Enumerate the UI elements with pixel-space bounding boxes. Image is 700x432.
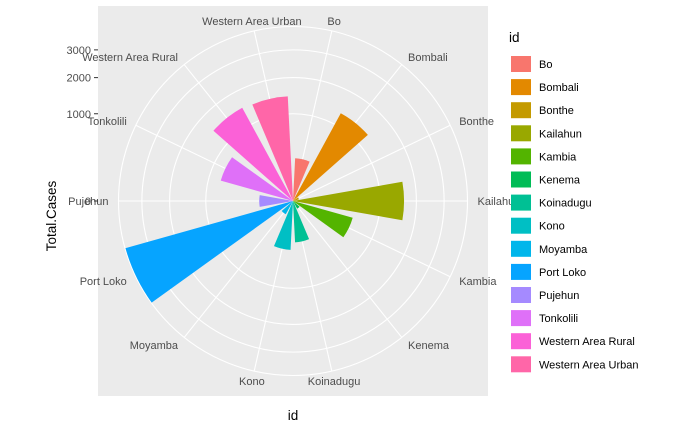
legend-label-kailahun: Kailahun (539, 128, 582, 140)
legend-key-kailahun (511, 125, 531, 142)
category-labels: Bo Bombali Bonthe Kailahun Kambia Kenema Koina… (68, 16, 520, 388)
legend-key-moyamba (511, 240, 531, 257)
legend-key-kambia (511, 148, 531, 165)
legend-label-kono: Kono (539, 221, 565, 233)
bar-bonthe (293, 197, 299, 201)
y-tick-label-0: 0 (85, 196, 91, 208)
bar-kailahun (293, 181, 405, 221)
legend-key-bo (511, 56, 531, 72)
legend-label-pujehun: Pujehun (539, 290, 579, 302)
legend-key-port-loko (511, 263, 531, 280)
category-label-kono: Kono (239, 376, 265, 388)
legend-key-bombali (511, 79, 531, 96)
category-label-moyamba: Moyamba (130, 340, 179, 352)
legend-key-kono (511, 217, 531, 234)
category-label-tonkolili: Tonkolili (88, 116, 127, 128)
category-label-pujehun: Pujehun (68, 196, 108, 208)
bar-tonkolili (220, 157, 293, 201)
legend: Bo Bombali Bonthe Kailahun Kambia Kenema Koina… (511, 56, 638, 373)
x-axis-title: id (288, 408, 299, 423)
legend-label-bombali: Bombali (539, 82, 579, 94)
legend-label-western-area-rural: Western Area Rural (539, 336, 635, 348)
bar-kambia (293, 201, 353, 238)
bar-moyamba (281, 201, 293, 215)
category-label-western-area-rural: Western Area Rural (82, 52, 178, 64)
category-label-western-area-urban: Western Area Urban (202, 16, 301, 28)
category-label-kambia: Kambia (459, 276, 497, 288)
category-label-kailahun: Kailahun (478, 196, 521, 208)
bar-port-loko (125, 201, 293, 303)
bar-western-area-rural (213, 107, 293, 201)
bar-bo (293, 158, 310, 201)
legend-label-bonthe: Bonthe (539, 105, 574, 117)
legend-label-western-area-urban: Western Area Urban (539, 359, 638, 371)
bar-kenema (293, 201, 300, 209)
category-label-bo: Bo (327, 16, 340, 28)
category-label-port-loko: Port Loko (80, 276, 127, 288)
legend-label-tonkolili: Tonkolili (539, 313, 578, 325)
bar-bombali (293, 113, 368, 201)
grid-spoke-bonthe (292, 124, 451, 202)
y-axis-title: Total.Cases (44, 180, 59, 251)
category-label-koinadugu: Koinadugu (308, 376, 361, 388)
legend-label-moyamba: Moyamba (539, 244, 588, 256)
y-tick-label-2: 2000 (67, 73, 91, 85)
legend-label-kenema: Kenema (539, 175, 581, 187)
category-label-kenema: Kenema (408, 340, 450, 352)
grid-spoke-kenema (292, 200, 403, 338)
legend-key-pujehun (511, 287, 531, 303)
legend-title: id (509, 30, 520, 45)
legend-label-kambia: Kambia (539, 151, 577, 163)
y-axis-ticks: 0 1000 2000 3000 (67, 45, 98, 208)
bar-kono (273, 201, 293, 250)
grid-spoke-moyamba (183, 200, 294, 338)
y-tick-label-1: 1000 (67, 109, 91, 121)
category-label-bombali: Bombali (408, 52, 448, 64)
bar-koinadugu (293, 201, 310, 243)
bar-western-area-urban (252, 96, 293, 201)
legend-label-koinadugu: Koinadugu (539, 198, 592, 210)
bar-pujehun (259, 195, 293, 207)
legend-label-port-loko: Port Loko (539, 267, 586, 279)
legend-key-western-area-rural (511, 333, 531, 350)
legend-key-tonkolili (511, 310, 531, 327)
y-tick-label-3: 3000 (67, 45, 91, 57)
category-label-bonthe: Bonthe (459, 116, 494, 128)
legend-key-koinadugu (511, 194, 531, 211)
bars (125, 96, 405, 303)
legend-key-kenema (511, 171, 531, 188)
legend-label-bo: Bo (539, 59, 552, 71)
legend-key-western-area-urban (511, 356, 531, 373)
legend-key-bonthe (511, 102, 531, 119)
